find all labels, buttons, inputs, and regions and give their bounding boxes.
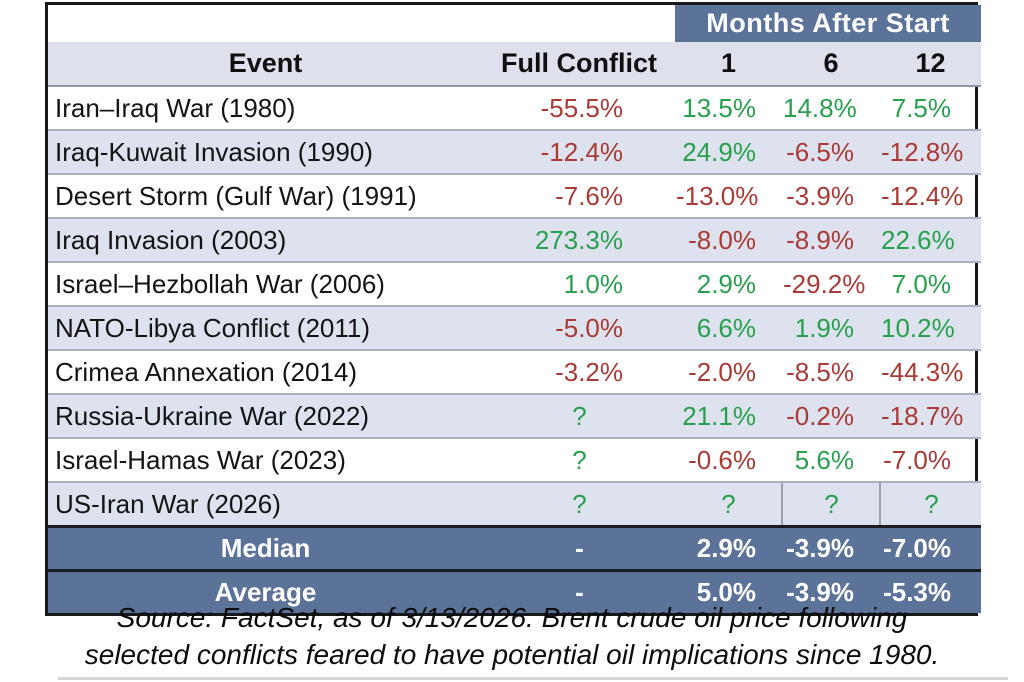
value-cell: ?	[878, 481, 982, 527]
table-row: Israel–Hezbollah War (2006) 1.0% 2.9% -29.2…	[48, 261, 982, 306]
value-cell: -6.5%	[782, 129, 880, 174]
value-cell: -5.0%	[483, 305, 675, 350]
data-table: Months After Start Event Full Conflict 1…	[48, 5, 982, 613]
source-note-line2: selected conflicts feared to have potent…	[84, 639, 940, 670]
table-row: US-Iran War (2026)????	[48, 481, 982, 527]
column-header-row: Event Full Conflict 1 6 12	[48, 42, 982, 87]
summary-row-average: Average -5.0% -3.9% -5.3%	[48, 569, 982, 613]
table-row: Crimea Annexation (2014) -3.2% -2.0% -8.5% -…	[48, 349, 982, 394]
value-cell: -8.0%	[675, 217, 782, 262]
value-cell: -3.2%	[483, 349, 675, 394]
value-cell: -7.6%	[483, 173, 675, 218]
summary-value-cell: -7.0%	[880, 525, 982, 571]
banner-spacer	[48, 5, 675, 42]
table-body: Iran–Iraq War (1980) -55.5% 13.5% 14.8% 7.5%…	[48, 85, 982, 613]
event-label: Israel-Hamas War (2023)	[48, 437, 483, 482]
value-cell: 22.6%	[880, 217, 982, 262]
col-header-month-6: 6	[782, 42, 880, 87]
table-row: Desert Storm (Gulf War) (1991) -7.6% -13.0…	[48, 173, 982, 218]
value-cell: -0.2%	[782, 393, 880, 438]
value-cell: 2.9%	[675, 261, 782, 306]
event-label: US-Iran War (2026)	[48, 481, 483, 527]
value-cell: ?	[781, 481, 880, 527]
event-label: NATO-Libya Conflict (2011)	[48, 305, 483, 350]
bottom-edge-artifact	[58, 677, 1008, 680]
table-row: Iran–Iraq War (1980) -55.5% 13.5% 14.8% 7.5%	[48, 85, 982, 130]
value-cell: -12.4%	[880, 173, 982, 218]
col-header-month-12: 12	[880, 42, 982, 87]
value-cell: 24.9%	[675, 129, 782, 174]
event-label: Iran–Iraq War (1980)	[48, 85, 483, 130]
summary-value-cell: 5.0%	[675, 569, 782, 613]
summary-row-median: Median -2.9% -3.9% -7.0%	[48, 525, 982, 571]
source-note: Source: FactSet, as of 3/13/2026. Brent …	[0, 599, 1024, 673]
value-cell: 1.0%	[483, 261, 675, 306]
value-cell: -13.0%	[675, 173, 782, 218]
value-cell: ?	[483, 437, 675, 482]
value-cell: 273.3%	[483, 217, 675, 262]
value-cell: -55.5%	[483, 85, 675, 130]
col-header-full-conflict: Full Conflict	[483, 42, 675, 87]
col-header-event: Event	[48, 42, 483, 87]
summary-label: Median	[48, 525, 483, 571]
value-cell: -3.9%	[782, 173, 880, 218]
col-header-month-1: 1	[675, 42, 782, 87]
table-row: Iraq-Kuwait Invasion (1990) -12.4% 24.9% -6…	[48, 129, 982, 174]
value-cell: 21.1%	[675, 393, 782, 438]
value-cell: -8.5%	[782, 349, 880, 394]
conflict-oil-price-table: Months After Start Event Full Conflict 1…	[45, 2, 982, 616]
banner-row: Months After Start	[48, 5, 982, 42]
value-cell: 6.6%	[675, 305, 782, 350]
value-cell: ?	[483, 481, 675, 527]
value-cell: -8.9%	[782, 217, 880, 262]
value-cell: -2.0%	[675, 349, 782, 394]
event-label: Iraq-Kuwait Invasion (1990)	[48, 129, 483, 174]
table-row: Iraq Invasion (2003) 273.3% -8.0% -8.9% 22.6…	[48, 217, 982, 262]
summary-value-cell: -3.9%	[782, 525, 880, 571]
value-cell: 7.0%	[880, 261, 982, 306]
value-cell: 13.5%	[675, 85, 782, 130]
summary-value-cell: -5.3%	[880, 569, 982, 613]
value-cell: -44.3%	[880, 349, 982, 394]
event-label: Iraq Invasion (2003)	[48, 217, 483, 262]
months-after-start-banner: Months After Start	[675, 5, 982, 42]
source-note-line1: Source: FactSet, as of 3/13/2026. Brent …	[116, 602, 908, 633]
value-cell: -29.2%	[782, 261, 880, 306]
value-cell: 10.2%	[880, 305, 982, 350]
value-cell: -7.0%	[880, 437, 982, 482]
value-cell: ?	[483, 393, 675, 438]
value-cell: ?	[675, 481, 782, 527]
value-cell: -18.7%	[880, 393, 982, 438]
value-cell: -12.8%	[880, 129, 982, 174]
table-head: Months After Start Event Full Conflict 1…	[48, 5, 982, 87]
summary-value-cell: -	[483, 525, 675, 571]
event-label: Desert Storm (Gulf War) (1991)	[48, 173, 483, 218]
value-cell: 14.8%	[782, 85, 880, 130]
summary-value-cell: 2.9%	[675, 525, 782, 571]
event-label: Crimea Annexation (2014)	[48, 349, 483, 394]
summary-label: Average	[48, 569, 483, 613]
table-row: Russia-Ukraine War (2022)? 21.1% -0.2% -18.…	[48, 393, 982, 438]
table-row: NATO-Libya Conflict (2011) -5.0% 6.6% 1.9% 1…	[48, 305, 982, 350]
event-label: Russia-Ukraine War (2022)	[48, 393, 483, 438]
event-label: Israel–Hezbollah War (2006)	[48, 261, 483, 306]
value-cell: 5.6%	[782, 437, 880, 482]
value-cell: 1.9%	[782, 305, 880, 350]
summary-value-cell: -	[483, 569, 675, 613]
value-cell: -12.4%	[483, 129, 675, 174]
value-cell: 7.5%	[880, 85, 982, 130]
summary-value-cell: -3.9%	[782, 569, 880, 613]
table-row: Israel-Hamas War (2023)? -0.6% 5.6% -7.0%	[48, 437, 982, 482]
value-cell: -0.6%	[675, 437, 782, 482]
